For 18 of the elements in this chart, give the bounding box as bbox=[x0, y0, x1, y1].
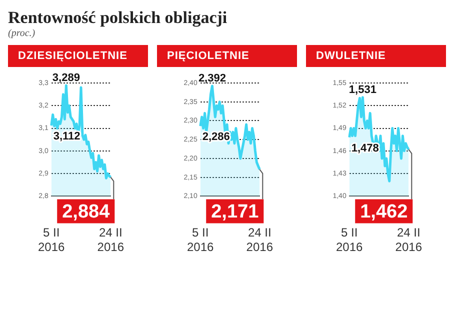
annotation: 3,112 bbox=[53, 130, 80, 143]
x-tick-label: 24 II 2016 bbox=[246, 226, 274, 254]
text: (proc.) bbox=[8, 28, 36, 39]
annotation: 2,884 bbox=[62, 201, 110, 222]
annotation: 2,171 bbox=[211, 201, 260, 222]
annotation: 3,289 bbox=[52, 72, 80, 84]
annotation: 2,392 bbox=[198, 72, 226, 85]
chart-title: DZIESIĘCIOLETNIE bbox=[8, 45, 148, 67]
x-tick-label: 5 II 2016 bbox=[336, 226, 364, 254]
x-tick-label: 5 II 2016 bbox=[38, 226, 66, 254]
x-tick-label: 24 II 2016 bbox=[395, 226, 422, 254]
x-tick-label: 24 II 2016 bbox=[97, 226, 124, 254]
annotation: 1,531 bbox=[348, 84, 376, 96]
text: Rentowność polskich obligacji bbox=[8, 8, 228, 28]
x-tick-label: 5 II 2016 bbox=[186, 226, 214, 254]
annotation: 1,462 bbox=[360, 201, 408, 222]
chart-title: DWULETNIE bbox=[306, 45, 446, 67]
chart-title: PIĘCIOLETNIE bbox=[157, 45, 297, 67]
